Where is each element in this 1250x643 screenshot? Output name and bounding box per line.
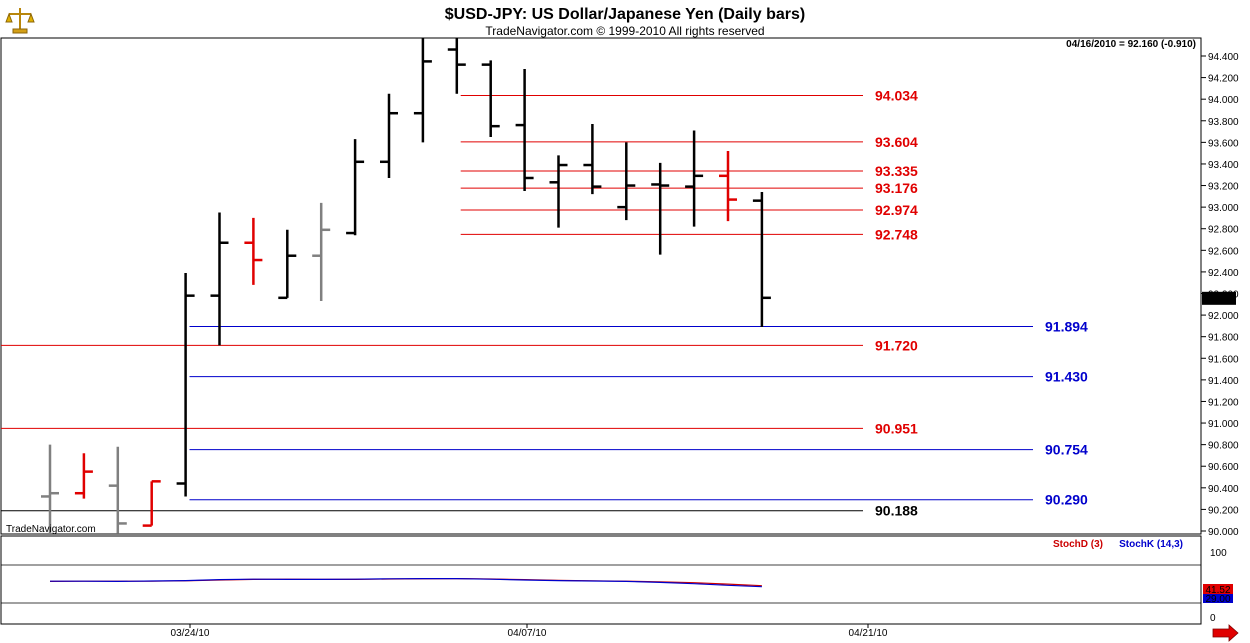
price-tick-label: 94.400 [1208,52,1239,63]
level-label: 93.335 [875,163,918,179]
price-tick-label: 91.400 [1208,376,1239,387]
price-axis: 94.400 94.200 94.000 93.800 93.600 93.400 93.2… [1201,52,1239,538]
price-tick-label: 93.000 [1208,203,1239,214]
price-tick-label: 90.200 [1208,505,1239,516]
chart-subtitle: TradeNavigator.com © 1999-2010 All right… [485,24,764,38]
level-label: 91.430 [1045,369,1088,385]
stochd-legend: StochD (3) [1053,539,1103,550]
ohlc-bar [74,453,93,499]
price-tick-label: 94.000 [1208,95,1239,106]
price-tick-label: 90.000 [1208,527,1239,538]
chart-title: $USD-JPY: US Dollar/Japanese Yen (Daily … [445,6,805,23]
price-tick-label: 94.200 [1208,74,1239,85]
level-label: 92.748 [875,226,918,242]
price-tick-label: 91.000 [1208,419,1239,430]
ohlc-bar [685,130,704,227]
stoch-value-flags: 41.52 29.00 [1203,584,1233,605]
ohlc-bar [413,38,432,143]
stochk-value: 29.00 [1205,594,1230,605]
price-tick-label: 93.200 [1208,182,1239,193]
stochk-line [50,578,762,588]
level-label: 94.034 [875,88,918,104]
price-tick-label: 90.400 [1208,484,1239,495]
date-tick-label: 04/07/10 [508,628,547,639]
stochk-legend: StochK (14,3) [1119,539,1183,550]
last-price-flag: 92.160 [1202,291,1236,305]
ohlc-bar [752,192,771,327]
ohlc-bar [210,212,229,346]
ohlc-bar [617,142,636,221]
level-label: 91.720 [875,337,918,353]
ohlc-bars [41,38,771,534]
ohlc-bar [651,162,670,255]
stoch-tick-100: 100 [1210,548,1227,559]
price-tick-label: 91.800 [1208,333,1239,344]
price-tick-label: 93.400 [1208,160,1239,171]
ohlc-bar [41,444,59,534]
ohlc-bar [278,229,297,300]
ohlc-bar [481,60,500,137]
date-axis: 03/24/10 04/07/10 04/21/10 [171,624,888,639]
gold-scale-icon [4,4,36,36]
svg-text:92.160: 92.160 [1204,294,1235,305]
price-panel-frame [0,37,1202,535]
ohlc-bar [719,151,737,222]
red-right-arrow-icon[interactable] [1212,624,1239,642]
price-tick-label: 90.800 [1208,441,1239,452]
price-tick-label: 91.600 [1208,354,1239,365]
date-tick-label: 04/21/10 [849,628,888,639]
level-label: 91.894 [1045,319,1088,335]
ohlc-bar [380,93,398,178]
level-label: 92.974 [875,202,918,218]
level-label: 90.188 [875,503,918,519]
ohlc-bar [447,38,466,94]
price-tick-label: 92.400 [1208,268,1239,279]
ohlc-bar [515,68,534,191]
level-label: 93.604 [875,134,918,150]
ohlc-bar [244,217,263,285]
ohlc-bar [312,202,331,302]
ohlc-bar [142,480,161,527]
ohlc-bar [176,272,195,497]
level-label: 93.176 [875,180,918,196]
price-tick-label: 92.000 [1208,311,1239,322]
price-tick-label: 93.800 [1208,117,1239,128]
ohlc-bar [108,446,127,534]
ohlc-bar [549,155,568,228]
level-label: 90.290 [1045,492,1088,508]
last-bar-info: 04/16/2010 = 92.160 (-0.910) [1066,39,1196,50]
ohlc-bar [583,124,602,195]
level-label: 90.951 [875,420,918,436]
ohlc-bar [346,139,365,236]
stochd-value: 41.52 [1205,585,1230,596]
date-tick-label: 03/24/10 [171,628,210,639]
price-tick-label: 93.600 [1208,138,1239,149]
price-tick-label: 90.600 [1208,462,1239,473]
price-tick-label: 92.600 [1208,246,1239,257]
price-tick-label: 91.200 [1208,397,1239,408]
level-label: 90.754 [1045,442,1088,458]
stoch-panel-frame [0,535,1202,625]
stoch-tick-0: 0 [1210,613,1216,624]
price-tick-label: 92.800 [1208,225,1239,236]
watermark: TradeNavigator.com [6,524,96,535]
